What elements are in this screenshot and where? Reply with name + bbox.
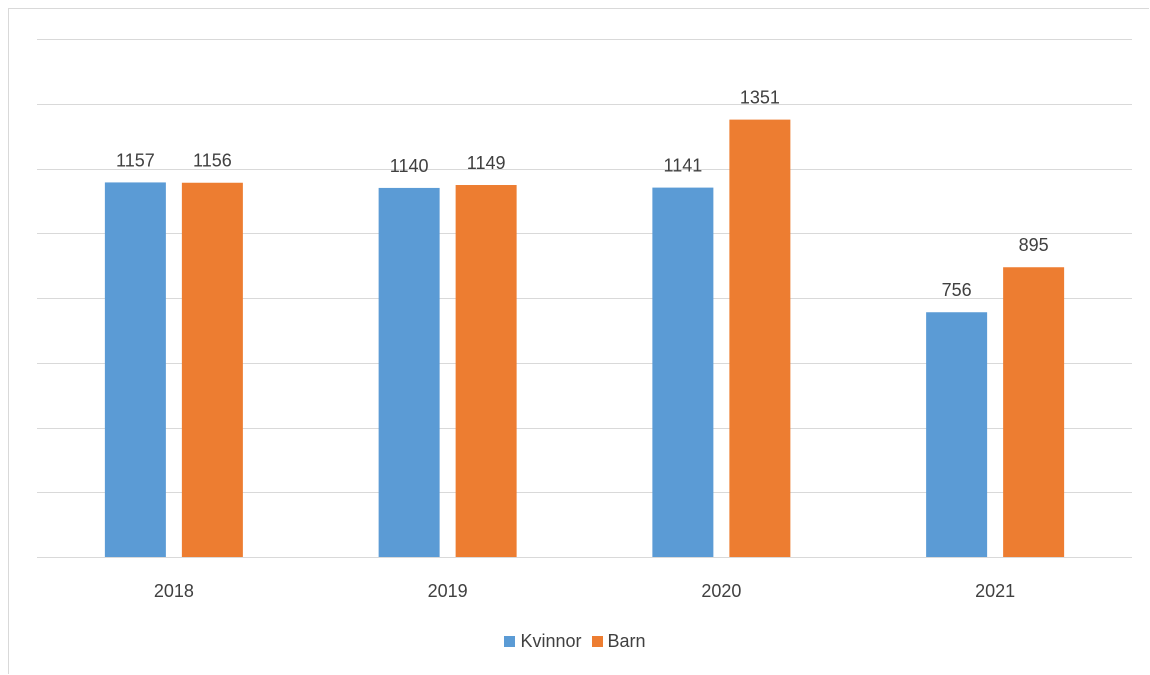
x-axis-tick-labels: 2018 2019 2020 2021 xyxy=(154,581,1015,601)
x-tick-label-2019: 2019 xyxy=(428,581,468,601)
data-label-barn-2020: 1351 xyxy=(740,88,780,108)
x-tick-label-2020: 2020 xyxy=(701,581,741,601)
legend-swatch-kvinnor xyxy=(504,636,516,647)
bars xyxy=(104,119,1065,558)
legend-swatch-barn xyxy=(591,636,603,647)
chart-frame xyxy=(8,8,1149,674)
x-tick-label-2021: 2021 xyxy=(975,581,1015,601)
data-label-barn-2019: 1149 xyxy=(467,153,506,173)
data-label-kvinnor-2020: 1141 xyxy=(664,156,703,176)
legend: Kvinnor Barn xyxy=(0,631,1150,652)
bar-barn-2019 xyxy=(455,185,517,558)
data-label-kvinnor-2019: 1140 xyxy=(390,156,429,176)
bar-kvinnor-2019 xyxy=(378,187,440,558)
legend-item-barn: Barn xyxy=(591,631,646,652)
data-label-kvinnor-2021: 756 xyxy=(942,280,972,300)
bar-barn-2021 xyxy=(1003,267,1065,557)
data-label-barn-2021: 895 xyxy=(1019,235,1049,255)
bar-barn-2020 xyxy=(729,119,791,558)
data-labels: 1157 1156 1140 1149 1141 1351 756 895 xyxy=(116,88,1049,301)
data-label-kvinnor-2018: 1157 xyxy=(116,150,155,170)
legend-label-kvinnor: Kvinnor xyxy=(520,631,582,651)
data-label-barn-2018: 1156 xyxy=(193,151,232,171)
bar-barn-2018 xyxy=(181,182,243,557)
legend-item-kvinnor: Kvinnor xyxy=(504,631,582,652)
x-tick-label-2018: 2018 xyxy=(154,581,194,601)
bar-kvinnor-2021 xyxy=(926,312,988,557)
legend-label-barn: Barn xyxy=(607,631,646,651)
bar-kvinnor-2020 xyxy=(652,187,714,557)
bar-kvinnor-2018 xyxy=(104,182,166,557)
